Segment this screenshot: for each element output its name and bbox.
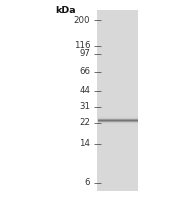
Text: 14: 14 [79, 139, 90, 148]
Text: 31: 31 [79, 102, 90, 111]
Text: 97: 97 [79, 49, 90, 58]
Text: kDa: kDa [55, 6, 76, 15]
Text: 22: 22 [79, 118, 90, 127]
Text: 200: 200 [74, 16, 90, 25]
Text: 66: 66 [79, 67, 90, 76]
Text: 44: 44 [79, 86, 90, 95]
Text: 6: 6 [85, 178, 90, 187]
Text: 116: 116 [74, 41, 90, 50]
